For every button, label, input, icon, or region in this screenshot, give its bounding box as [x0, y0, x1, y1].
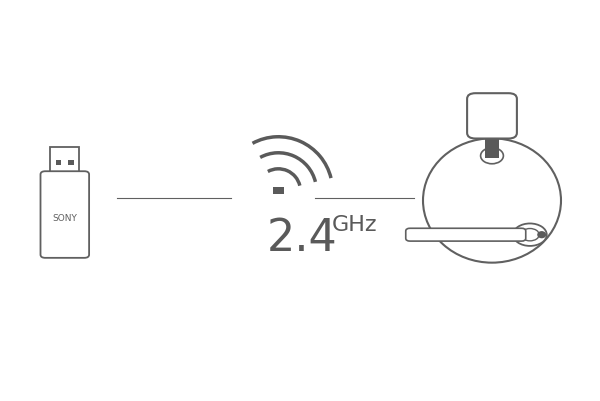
Text: 2.4: 2.4: [267, 217, 338, 259]
Bar: [485, 132, 499, 158]
Circle shape: [513, 223, 547, 246]
Text: SONY: SONY: [52, 214, 77, 223]
FancyBboxPatch shape: [406, 228, 526, 241]
Text: GHz: GHz: [332, 215, 377, 235]
FancyBboxPatch shape: [467, 93, 517, 138]
FancyBboxPatch shape: [50, 147, 79, 176]
Bar: [273, 187, 284, 194]
Ellipse shape: [481, 148, 503, 164]
FancyBboxPatch shape: [41, 171, 89, 258]
Ellipse shape: [537, 231, 546, 238]
Bar: [56, 160, 61, 164]
Bar: [68, 160, 74, 164]
Ellipse shape: [423, 138, 561, 263]
Circle shape: [521, 229, 539, 241]
